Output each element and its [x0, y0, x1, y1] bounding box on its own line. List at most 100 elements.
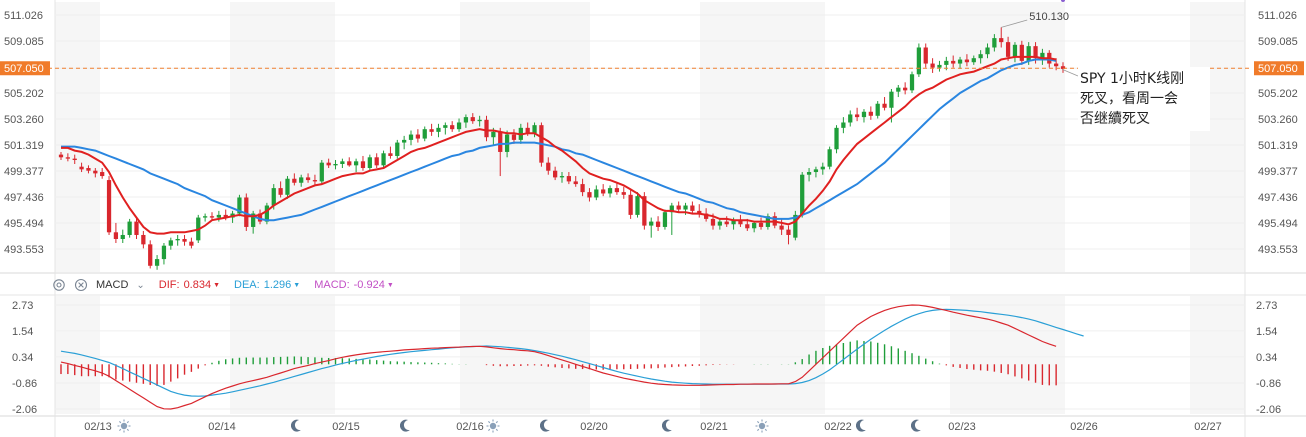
candle [278, 181, 283, 198]
current-price-label-bg [1254, 61, 1304, 76]
dea-line [60, 308, 1084, 397]
candle-body [1012, 44, 1018, 57]
candle-body [402, 139, 407, 143]
candle-body [161, 245, 167, 260]
candle-body [360, 161, 366, 169]
session-band [700, 2, 825, 272]
price-tick-label: 495.494 [1258, 218, 1298, 230]
sun-ray [495, 421, 498, 424]
candle-body [319, 162, 324, 182]
candle [436, 123, 441, 138]
candle-body [1040, 52, 1045, 59]
session-band [1190, 2, 1245, 272]
candle-body [86, 168, 91, 171]
candle [676, 201, 681, 213]
gear-icon[interactable] [52, 278, 66, 292]
candle-body [752, 222, 757, 229]
candle-body [738, 220, 743, 225]
candle [587, 188, 592, 202]
candle [189, 237, 194, 249]
candle-body [909, 74, 915, 91]
price-tick-label: 497.436 [4, 192, 44, 204]
candle-body [703, 213, 709, 219]
candle-body [758, 222, 764, 227]
candle-body [848, 114, 853, 123]
candle-body [491, 131, 496, 138]
price-tick-label: 507.050 [1258, 63, 1298, 75]
time-axis: 02/13 02/14 02/15 02/16 02/20 02/21 02/22 02/23… [84, 419, 1222, 433]
candle [937, 60, 942, 72]
session-band [55, 2, 100, 272]
candle-body [834, 127, 839, 150]
candle [553, 166, 558, 181]
candle [655, 216, 661, 231]
candle-body [745, 224, 750, 229]
annotation-line: 否继續死叉 [1080, 111, 1150, 127]
price-tick-label: 509.085 [1258, 36, 1298, 48]
caret-down-icon: ▼ [293, 281, 301, 289]
candle-body [813, 169, 819, 173]
moon-icon [539, 419, 550, 432]
candle-body [127, 221, 132, 235]
candle [72, 154, 77, 165]
price-tick-label: 507.050 [4, 63, 44, 75]
candle [477, 115, 482, 127]
close-icon[interactable] [74, 278, 88, 292]
candle-body [710, 218, 716, 226]
indicator-select[interactable]: MACD ⌄ [96, 279, 145, 291]
candle [1005, 36, 1011, 61]
candle-body [546, 162, 551, 171]
candle-body [285, 178, 290, 195]
candle [909, 71, 915, 94]
candle [257, 209, 263, 225]
candle-body [58, 154, 64, 158]
candle [573, 176, 578, 187]
candle-body [1054, 63, 1059, 67]
candle [566, 172, 571, 185]
session-band [700, 296, 825, 414]
candle [326, 158, 331, 169]
ma-end-dot [1061, 0, 1065, 2]
candle-body [779, 225, 784, 230]
dea-value: 1.296 [263, 279, 292, 291]
candle [202, 213, 208, 222]
candle-body [978, 54, 983, 59]
annotation-pointer [1061, 68, 1079, 77]
candle-body [148, 244, 153, 266]
candle-body [470, 117, 475, 122]
macd-tick-label: -2.06 [1256, 404, 1281, 416]
candle [992, 34, 997, 52]
candle [882, 97, 887, 111]
candle-body [477, 119, 482, 122]
candle-body [388, 153, 393, 156]
candle [456, 118, 462, 132]
candle [813, 166, 819, 178]
candle [299, 174, 304, 187]
dif-readout[interactable]: DIF: 0.834 ▼ [159, 279, 220, 291]
candle [854, 107, 860, 122]
candle [601, 184, 606, 197]
candle-body [278, 188, 283, 195]
candle [559, 172, 565, 183]
candle [786, 225, 791, 245]
candle [360, 155, 366, 171]
dea-readout[interactable]: DEA: 1.296 ▼ [234, 279, 300, 291]
candle [1060, 62, 1066, 73]
candle [649, 217, 654, 238]
candle [422, 126, 427, 142]
candle [484, 115, 489, 142]
macd-readout[interactable]: MACD: -0.924 ▼ [314, 279, 394, 291]
candle-body [580, 184, 585, 193]
candle [758, 217, 764, 230]
candle-body [511, 134, 517, 140]
candle [614, 182, 620, 195]
candle-body [251, 213, 256, 227]
candle-body [903, 87, 908, 91]
candle [779, 218, 784, 235]
price-tick-label: 509.085 [4, 36, 44, 48]
candle [999, 27, 1004, 48]
candle [134, 217, 139, 239]
candle [463, 114, 469, 128]
